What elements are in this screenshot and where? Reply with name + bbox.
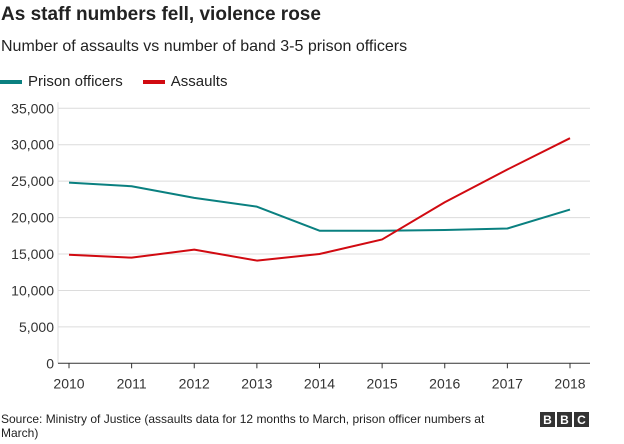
x-tick-label: 2013	[241, 375, 272, 391]
legend-swatch	[0, 79, 22, 84]
series-line-assaults	[68, 137, 571, 262]
y-tick-label: 25,000	[11, 173, 54, 189]
legend-swatch	[142, 79, 165, 84]
legend: Prison officers Assaults	[0, 73, 247, 90]
source-note: Source: Ministry of Justice (assaults da…	[1, 412, 485, 440]
chart-subtitle: Number of assaults vs number of band 3-5…	[1, 38, 408, 55]
y-tick-label: 5,000	[19, 319, 54, 335]
y-tick-label: 30,000	[11, 137, 54, 153]
y-tick-label: 20,000	[11, 210, 54, 226]
x-tick-label: 2012	[179, 375, 210, 391]
legend-item-prison-officers: Prison officers	[0, 73, 123, 90]
series-line-prison-officers	[68, 181, 571, 232]
x-tick-label: 2018	[554, 375, 585, 391]
legend-label: Assaults	[170, 73, 228, 90]
x-tick-label: 2010	[53, 375, 84, 391]
x-tick-label: 2011	[117, 375, 147, 391]
x-tick-label: 2015	[367, 375, 398, 391]
legend-label: Prison officers	[28, 73, 123, 90]
x-tick-label: 2014	[304, 375, 335, 391]
y-tick-label: 0	[46, 355, 54, 371]
legend-item-assaults: Assaults	[142, 73, 228, 90]
y-tick-label: 15,000	[11, 246, 54, 262]
chart-title: As staff numbers fell, violence rose	[1, 4, 321, 25]
y-tick-label: 35,000	[11, 100, 54, 116]
x-tick-label: 2017	[492, 375, 523, 391]
y-tick-label: 10,000	[11, 282, 54, 298]
x-tick-label: 2016	[429, 375, 460, 391]
